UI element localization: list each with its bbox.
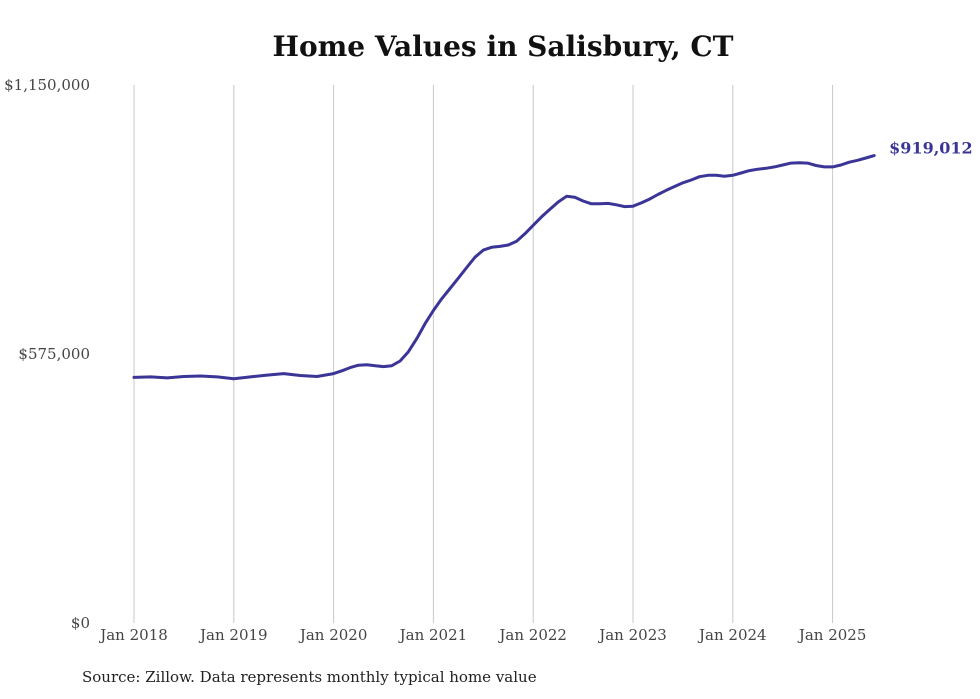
series-line <box>132 154 876 381</box>
x-tick-label: Jan 2018 <box>98 626 168 644</box>
x-tick-label: Jan 2025 <box>797 626 867 644</box>
series: $919,012 <box>132 139 973 381</box>
y-tick-label: $0 <box>71 614 90 632</box>
source-note: Source: Zillow. Data represents monthly … <box>82 668 537 686</box>
end-value-label: $919,012 <box>889 139 973 158</box>
x-tick-label: Jan 2024 <box>697 626 767 644</box>
y-tick-label: $575,000 <box>18 345 90 363</box>
x-tick-label: Jan 2020 <box>298 626 368 644</box>
x-tick-label: Jan 2022 <box>497 626 567 644</box>
y-tick-label: $1,150,000 <box>4 76 90 94</box>
x-tick-label: Jan 2021 <box>398 626 468 644</box>
x-tick-label: Jan 2023 <box>597 626 667 644</box>
gridlines <box>133 85 834 623</box>
x-tick-label: Jan 2019 <box>198 626 268 644</box>
chart-title: Home Values in Salisbury, CT <box>272 30 734 63</box>
axis-labels: Jan 2018 Jan 2019 Jan 2020 Jan 2021 Jan 2022… <box>4 76 866 644</box>
line-chart: Jan 2018 Jan 2019 Jan 2020 Jan 2021 Jan 2022… <box>4 76 973 644</box>
